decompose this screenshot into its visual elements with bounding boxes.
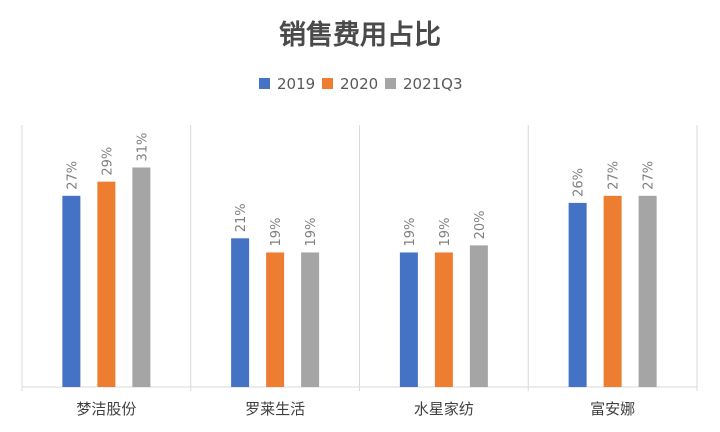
bar-2021Q3-水星家纺 (469, 245, 488, 387)
legend-label-2020: 2020 (340, 75, 378, 93)
legend-swatch-2019 (259, 78, 270, 89)
x-tick-label: 罗莱生活 (245, 400, 305, 418)
data-label-2020-梦洁股份: 29% (100, 147, 115, 176)
bar-2021Q3-罗莱生活 (301, 252, 320, 387)
data-label-2021Q3-梦洁股份: 31% (135, 133, 150, 162)
data-label-2020-富安娜: 27% (607, 161, 622, 190)
data-labels: 27% 29% 31% 21% 19% 19% 19% 19% 20% 26% 27% 27% (65, 133, 656, 247)
bar-2020-罗莱生活 (266, 252, 285, 387)
data-label-2021Q3-富安娜: 27% (642, 161, 657, 190)
x-tick-label: 梦洁股份 (76, 400, 136, 418)
bar-2019-富安娜 (568, 202, 587, 387)
bar-2019-梦洁股份 (62, 195, 81, 387)
x-tick-label: 水星家纺 (414, 400, 474, 418)
bar-2019-罗莱生活 (231, 238, 250, 387)
data-label-2019-富安娜: 26% (572, 168, 587, 197)
bars (62, 167, 657, 387)
bar-2021Q3-梦洁股份 (132, 167, 151, 387)
legend-label-2021Q3: 2021Q3 (403, 75, 463, 93)
bar-2020-富安娜 (603, 195, 622, 387)
bar-2019-水星家纺 (399, 252, 418, 387)
data-label-2021Q3-水星家纺: 20% (473, 210, 488, 239)
data-label-2021Q3-罗莱生活: 19% (304, 218, 319, 247)
legend-swatch-2021Q3 (385, 78, 396, 89)
bar-2020-水星家纺 (434, 252, 453, 387)
legend: 2019 2020 2021Q3 (259, 75, 463, 93)
data-label-2020-水星家纺: 19% (438, 218, 453, 247)
data-label-2019-水星家纺: 19% (403, 218, 418, 247)
x-tick-label: 富安娜 (590, 400, 635, 418)
data-label-2020-罗莱生活: 19% (269, 218, 284, 247)
chart-title: 销售费用占比 (279, 19, 441, 51)
data-label-2019-罗莱生活: 21% (234, 203, 249, 232)
bar-2021Q3-富安娜 (638, 195, 657, 387)
category-panels: 梦洁股份 罗莱生活 水星家纺 富安娜 (21, 125, 698, 418)
data-label-2019-梦洁股份: 27% (65, 161, 80, 190)
legend-label-2019: 2019 (277, 75, 315, 93)
bar-2020-梦洁股份 (97, 181, 116, 387)
legend-swatch-2020 (322, 78, 333, 89)
